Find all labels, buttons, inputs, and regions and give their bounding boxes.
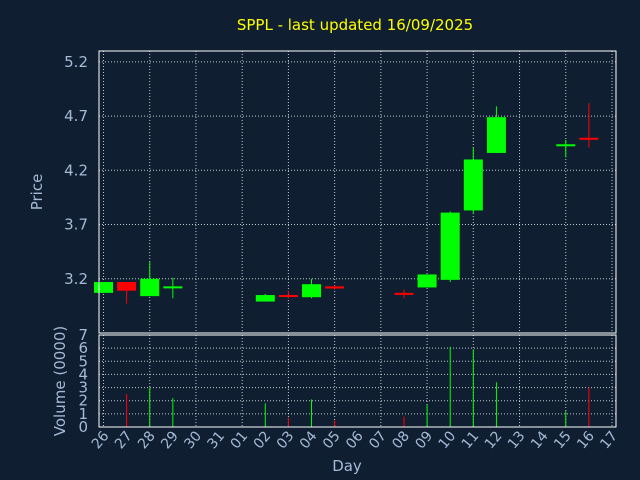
candles bbox=[94, 103, 599, 304]
day-tick-label: 28 bbox=[135, 428, 159, 452]
candle-body bbox=[117, 282, 137, 291]
price-tick-label: 3.7 bbox=[64, 216, 88, 234]
day-tick-label: 03 bbox=[274, 428, 298, 452]
chart-title: SPPL - last updated 16/09/2025 bbox=[237, 16, 473, 34]
day-tick-label: 17 bbox=[597, 428, 621, 452]
day-tick-label: 12 bbox=[482, 428, 506, 452]
volume-tick-label: 2 bbox=[78, 392, 88, 410]
day-tick-label: 08 bbox=[389, 428, 413, 452]
x-axis-label: Day bbox=[332, 457, 362, 475]
price-tick-label: 4.7 bbox=[64, 107, 88, 125]
candle-body bbox=[463, 159, 483, 211]
candle-body bbox=[94, 282, 113, 293]
day-tick-label: 09 bbox=[412, 428, 436, 452]
day-tick-label: 04 bbox=[297, 428, 321, 452]
price-tick-label: 4.2 bbox=[64, 161, 88, 179]
volume-tick-label: 7 bbox=[78, 326, 88, 344]
day-tick-label: 05 bbox=[320, 428, 344, 452]
day-tick-label: 10 bbox=[436, 428, 460, 452]
day-tick-label: 07 bbox=[366, 428, 390, 452]
candle-body bbox=[556, 144, 576, 147]
day-tick-label: 31 bbox=[204, 428, 228, 452]
volume-tick-label: 4 bbox=[78, 365, 88, 383]
day-tick-label: 26 bbox=[89, 428, 113, 452]
candle-body bbox=[325, 286, 345, 289]
price-tick-labels: 3.2 3.7 4.2 4.7 5.2 bbox=[64, 53, 88, 288]
volume-tick-label: 1 bbox=[78, 405, 88, 423]
day-tick-label: 11 bbox=[459, 428, 483, 452]
candle-body bbox=[255, 295, 275, 302]
candle-body bbox=[140, 278, 160, 297]
candle-body bbox=[440, 212, 460, 280]
candle-body bbox=[417, 274, 437, 288]
price-axis-label: Price bbox=[28, 174, 46, 211]
day-tick-label: 14 bbox=[528, 428, 552, 452]
volume-tick-label: 6 bbox=[78, 339, 88, 357]
volume-bars bbox=[126, 346, 590, 427]
volume-axis-label: Volume (0000) bbox=[51, 326, 69, 436]
candle-body bbox=[394, 292, 414, 295]
day-tick-label: 27 bbox=[112, 428, 136, 452]
day-tick-label: 13 bbox=[505, 428, 529, 452]
price-grid bbox=[99, 51, 616, 333]
candle-body bbox=[579, 137, 599, 140]
price-tick-label: 5.2 bbox=[64, 53, 88, 71]
day-tick-label: 06 bbox=[343, 428, 367, 452]
candle-body bbox=[302, 284, 322, 298]
price-panel-frame bbox=[98, 50, 617, 334]
day-tick-label: 01 bbox=[228, 428, 252, 452]
day-tick-label: 29 bbox=[158, 428, 182, 452]
candle-body bbox=[486, 117, 506, 153]
volume-tick-label: 3 bbox=[78, 379, 88, 397]
day-tick-label: 30 bbox=[181, 428, 205, 452]
day-tick-label: 16 bbox=[574, 428, 598, 452]
price-tick-label: 3.2 bbox=[64, 270, 88, 288]
day-tick-label: 02 bbox=[251, 428, 275, 452]
volume-grid bbox=[99, 334, 616, 428]
candle-body bbox=[163, 286, 183, 289]
candle-body bbox=[278, 295, 298, 298]
volume-panel-frame bbox=[98, 334, 617, 428]
volume-tick-label: 0 bbox=[78, 418, 88, 436]
volume-tick-label: 5 bbox=[78, 352, 88, 370]
day-tick-label: 15 bbox=[551, 428, 575, 452]
day-tick-labels: 26 27 28 29 30 31 01 02 03 04 05 06 07 08 09 10 11 12 13 14… bbox=[89, 428, 621, 452]
